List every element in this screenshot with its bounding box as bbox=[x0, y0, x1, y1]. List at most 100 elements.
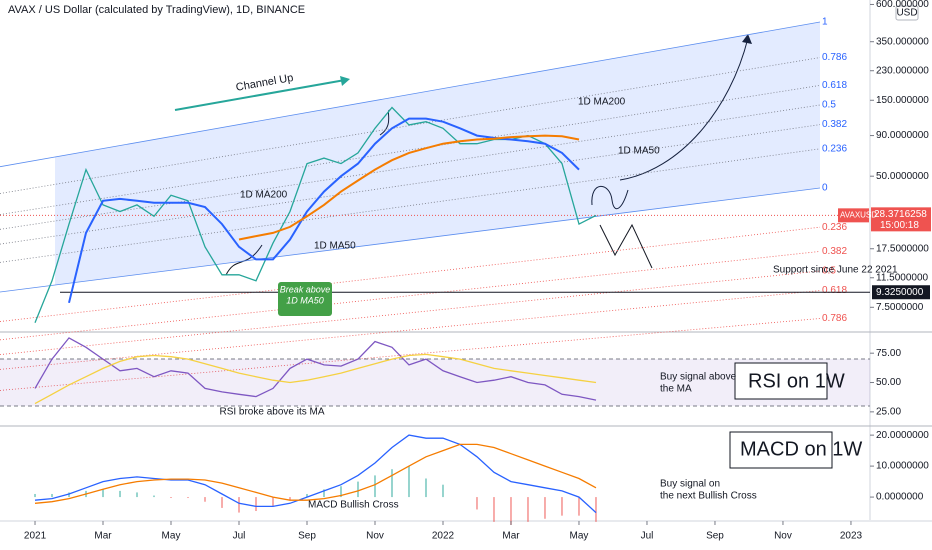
annotation: 1D MA50 bbox=[286, 295, 324, 305]
y-tick-label: 75.00 bbox=[876, 348, 901, 359]
fib-line bbox=[0, 187, 821, 293]
x-tick-label: Mar bbox=[94, 531, 112, 542]
histogram-bar bbox=[493, 497, 495, 522]
annotation: the MA bbox=[660, 384, 692, 395]
projection-arrow bbox=[225, 244, 263, 276]
arrow-head bbox=[742, 34, 752, 44]
fib-line bbox=[0, 85, 821, 215]
fib-extension-label: 0.5 bbox=[822, 266, 836, 277]
x-tick-label: Sep bbox=[298, 531, 316, 542]
chart-title: AVAX / US Dollar (calculated by TradingV… bbox=[8, 4, 305, 16]
x-tick-label: 2021 bbox=[24, 531, 47, 542]
histogram-bar bbox=[425, 478, 427, 498]
x-tick-label: Nov bbox=[366, 531, 384, 542]
fib-extension-label: 0.618 bbox=[822, 285, 847, 296]
annotation: Buy signal above bbox=[660, 372, 737, 383]
fib-extension-label: 0.786 bbox=[822, 313, 847, 324]
x-tick-label: Mar bbox=[502, 531, 520, 542]
x-tick-label: Jul bbox=[233, 531, 246, 542]
annotation: Break above bbox=[280, 284, 331, 294]
channel-arrow bbox=[174, 79, 346, 111]
annotation: RSI on 1W bbox=[748, 370, 845, 392]
histogram-bar bbox=[374, 475, 376, 498]
fib-label: 0.382 bbox=[822, 119, 847, 130]
histogram-bar bbox=[136, 492, 138, 498]
histogram-bar bbox=[595, 497, 597, 522]
y-tick-label: 600.000000 bbox=[876, 0, 929, 10]
fib-extension-label: 0.236 bbox=[822, 222, 847, 233]
fib-line bbox=[0, 21, 821, 168]
y-tick-label: 50.00 bbox=[876, 377, 901, 388]
annotation: MACD on 1W bbox=[740, 438, 862, 460]
histogram-bar bbox=[578, 497, 580, 516]
histogram-bar bbox=[34, 493, 36, 498]
x-tick-label: May bbox=[570, 531, 589, 542]
currency-box[interactable] bbox=[895, 5, 919, 21]
histogram-bar bbox=[544, 497, 546, 519]
x-tick-label: May bbox=[162, 531, 181, 542]
countdown: 15:00:18 bbox=[880, 220, 919, 231]
annotation: 1D MA200 bbox=[578, 97, 626, 108]
histogram-bar bbox=[102, 489, 104, 498]
y-tick-label: 230.000000 bbox=[876, 65, 929, 76]
annotation: RSI broke above its MA bbox=[219, 407, 324, 418]
histogram-bar bbox=[357, 481, 359, 498]
fib-label: 0.236 bbox=[822, 143, 847, 154]
fib-label: 0 bbox=[822, 183, 828, 194]
series-line bbox=[34, 443, 597, 504]
symbol-box bbox=[838, 208, 869, 223]
histogram-bar bbox=[561, 497, 563, 516]
series-line bbox=[34, 337, 597, 401]
histogram-bar bbox=[340, 486, 342, 498]
fib-extension-line bbox=[0, 318, 821, 391]
fib-label: 1 bbox=[822, 17, 828, 28]
fib-line bbox=[0, 124, 821, 245]
histogram-bar bbox=[527, 497, 529, 522]
histogram-bar bbox=[153, 495, 155, 498]
x-tick-label: Jul bbox=[641, 531, 654, 542]
fib-line bbox=[0, 104, 821, 230]
y-tick-label: 90.0000000 bbox=[876, 130, 929, 141]
histogram-bar bbox=[68, 492, 70, 498]
histogram-bar bbox=[510, 497, 512, 525]
series-line bbox=[238, 134, 580, 241]
y-tick-label: 0.0000000 bbox=[876, 492, 924, 503]
fib-extension-line bbox=[0, 251, 821, 341]
y-tick-label: 10.0000000 bbox=[876, 461, 929, 472]
annotation: 1D MA50 bbox=[314, 241, 356, 252]
histogram-bar bbox=[408, 466, 410, 498]
projection-arrow bbox=[591, 185, 629, 210]
rsi-title-box bbox=[734, 362, 828, 400]
series-line bbox=[34, 353, 597, 405]
histogram-bar bbox=[119, 490, 121, 498]
histogram-bar bbox=[170, 497, 172, 499]
fib-label: 0.5 bbox=[822, 100, 836, 111]
channel-fill bbox=[55, 22, 820, 285]
series-line bbox=[34, 434, 597, 514]
y-tick-label: 7.5000000 bbox=[876, 302, 924, 313]
macd-title-box bbox=[729, 431, 833, 469]
support-label: 9.3250000 bbox=[876, 287, 924, 298]
fib-label: 0.618 bbox=[822, 80, 847, 91]
last-price-label: 28.3716258 bbox=[874, 209, 927, 220]
y-tick-label: 20.0000000 bbox=[876, 430, 929, 441]
x-tick-label: 2022 bbox=[432, 531, 455, 542]
histogram-bar bbox=[221, 497, 223, 508]
currency[interactable]: USD bbox=[896, 8, 917, 19]
break-label-box bbox=[278, 282, 332, 316]
histogram-bar bbox=[323, 489, 325, 498]
fib-line bbox=[0, 57, 821, 194]
annotation: Buy signal on bbox=[660, 479, 720, 490]
histogram-bar bbox=[51, 493, 53, 498]
histogram-bar bbox=[255, 497, 257, 512]
histogram-bar bbox=[204, 497, 206, 502]
fib-extension-label: 0.382 bbox=[822, 246, 847, 257]
projection-arrow bbox=[619, 37, 749, 181]
y-tick-label: 350.000000 bbox=[876, 36, 929, 47]
y-tick-label: 50.0000000 bbox=[876, 171, 929, 182]
histogram-bar bbox=[306, 493, 308, 498]
histogram-bar bbox=[476, 497, 478, 510]
histogram-bar bbox=[187, 497, 189, 499]
symbol-label: AVAXUSD bbox=[840, 210, 877, 219]
x-tick-label: 2023 bbox=[840, 531, 863, 542]
